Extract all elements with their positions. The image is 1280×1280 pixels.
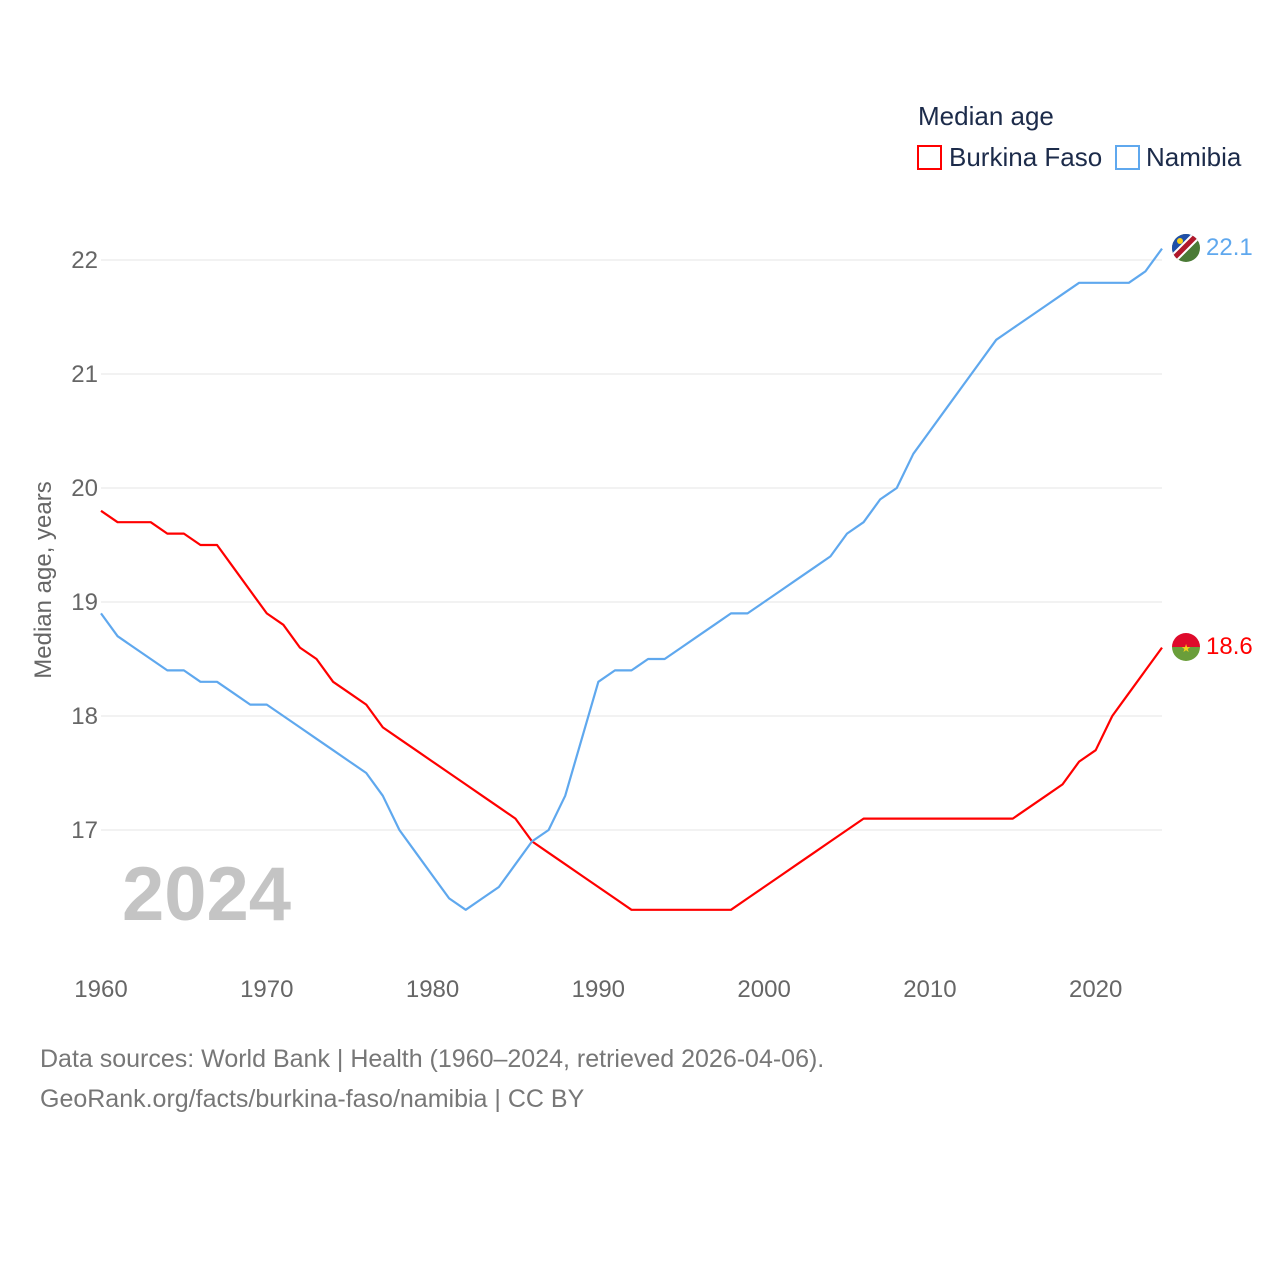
- series-line-burkina-faso[interactable]: [100, 509, 1163, 911]
- y-axis-label: Median age, years: [30, 481, 57, 678]
- namibia-flag-icon: [1172, 234, 1200, 262]
- x-tick-label: 2010: [903, 976, 956, 1003]
- y-axis-ticks: 17 18 19 20 21 22: [71, 247, 98, 844]
- x-tick-label: 1980: [406, 976, 459, 1003]
- x-tick-label: 2000: [737, 976, 790, 1003]
- x-tick-label: 1970: [240, 976, 293, 1003]
- y-tick-label: 22: [71, 247, 98, 274]
- legend-title: Median age: [918, 101, 1054, 131]
- legend-label-burkina-faso[interactable]: Burkina Faso: [949, 142, 1102, 172]
- x-axis-ticks: 1960 1970 1980 1990 2000 2010 2020: [74, 976, 1122, 1003]
- y-tick-label: 17: [71, 817, 98, 844]
- attribution-line[interactable]: GeoRank.org/facts/burkina-faso/namibia |…: [40, 1085, 585, 1113]
- burkina-faso-flag-icon: ★: [1172, 633, 1200, 661]
- year-watermark: 2024: [122, 852, 291, 937]
- legend-swatch-burkina-faso[interactable]: [917, 145, 942, 170]
- x-tick-label: 1990: [572, 976, 625, 1003]
- end-label-namibia: 22.1: [1206, 234, 1253, 261]
- x-tick-label: 2020: [1069, 976, 1122, 1003]
- x-tick-label: 1960: [74, 976, 127, 1003]
- end-label-burkina-faso: 18.6: [1206, 633, 1253, 660]
- series-line-namibia[interactable]: [100, 247, 1163, 911]
- series-lines: [100, 247, 1163, 911]
- y-tick-label: 19: [71, 589, 98, 616]
- legend-label-namibia[interactable]: Namibia: [1146, 142, 1242, 172]
- svg-text:★: ★: [1181, 643, 1191, 655]
- y-tick-label: 20: [71, 475, 98, 502]
- gridlines: [101, 259, 1162, 831]
- legend-swatch-namibia[interactable]: [1115, 145, 1140, 170]
- source-line: Data sources: World Bank | Health (1960–…: [40, 1045, 825, 1073]
- legend: Median age Burkina Faso Namibia: [917, 101, 1242, 172]
- y-tick-label: 21: [71, 361, 98, 388]
- y-tick-label: 18: [71, 703, 98, 730]
